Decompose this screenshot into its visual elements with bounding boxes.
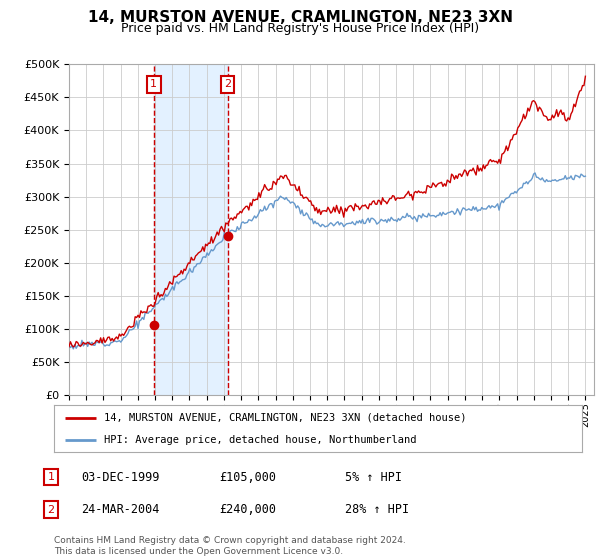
- Text: Price paid vs. HM Land Registry's House Price Index (HPI): Price paid vs. HM Land Registry's House …: [121, 22, 479, 35]
- Text: 14, MURSTON AVENUE, CRAMLINGTON, NE23 3XN (detached house): 14, MURSTON AVENUE, CRAMLINGTON, NE23 3X…: [104, 413, 467, 423]
- Text: 14, MURSTON AVENUE, CRAMLINGTON, NE23 3XN: 14, MURSTON AVENUE, CRAMLINGTON, NE23 3X…: [88, 10, 512, 25]
- Text: 5% ↑ HPI: 5% ↑ HPI: [345, 470, 402, 484]
- Text: 28% ↑ HPI: 28% ↑ HPI: [345, 503, 409, 516]
- Text: 2: 2: [224, 80, 231, 89]
- Text: 1: 1: [150, 80, 157, 89]
- Text: 03-DEC-1999: 03-DEC-1999: [81, 470, 160, 484]
- Text: 24-MAR-2004: 24-MAR-2004: [81, 503, 160, 516]
- Bar: [154, 64, 227, 395]
- Text: £240,000: £240,000: [219, 503, 276, 516]
- Text: Contains HM Land Registry data © Crown copyright and database right 2024.
This d: Contains HM Land Registry data © Crown c…: [54, 536, 406, 556]
- Text: HPI: Average price, detached house, Northumberland: HPI: Average price, detached house, Nort…: [104, 435, 416, 445]
- Text: 2: 2: [47, 505, 55, 515]
- Text: 1: 1: [47, 472, 55, 482]
- Text: £105,000: £105,000: [219, 470, 276, 484]
